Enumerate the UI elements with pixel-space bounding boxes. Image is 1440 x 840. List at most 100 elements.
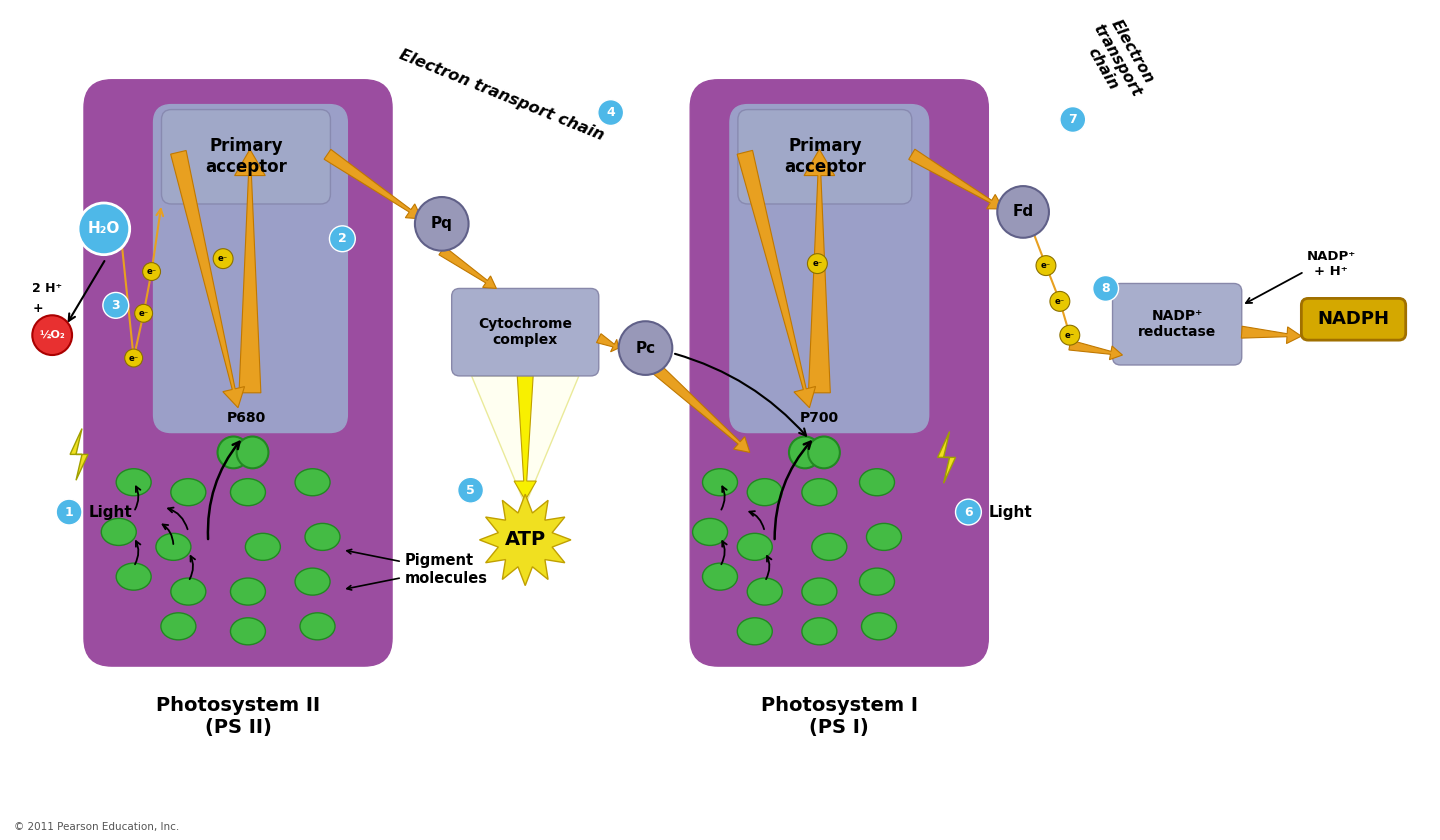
Circle shape <box>236 437 268 469</box>
Ellipse shape <box>703 563 737 591</box>
Circle shape <box>143 263 160 281</box>
FancyBboxPatch shape <box>161 109 330 204</box>
Circle shape <box>213 249 233 269</box>
Circle shape <box>1035 255 1056 276</box>
Text: © 2011 Pearson Education, Inc.: © 2011 Pearson Education, Inc. <box>14 822 180 832</box>
Text: e⁻: e⁻ <box>1056 297 1066 306</box>
Circle shape <box>1093 276 1119 302</box>
Ellipse shape <box>860 469 894 496</box>
Text: 1: 1 <box>65 506 73 518</box>
Ellipse shape <box>693 518 727 545</box>
Ellipse shape <box>703 469 737 496</box>
Text: 4: 4 <box>606 106 615 119</box>
Ellipse shape <box>737 533 772 560</box>
Text: Primary
acceptor: Primary acceptor <box>783 138 865 176</box>
Text: ½O₂: ½O₂ <box>39 330 65 340</box>
FancyBboxPatch shape <box>730 105 929 433</box>
Circle shape <box>808 437 840 469</box>
Text: e⁻: e⁻ <box>1041 261 1051 270</box>
Text: NADPH: NADPH <box>1318 310 1390 328</box>
Circle shape <box>330 226 356 252</box>
Text: 3: 3 <box>111 299 120 312</box>
Text: NADP⁺
+ H⁺: NADP⁺ + H⁺ <box>1306 249 1355 277</box>
Circle shape <box>217 437 249 469</box>
FancyBboxPatch shape <box>154 105 347 433</box>
Text: e⁻: e⁻ <box>1064 331 1074 339</box>
FancyBboxPatch shape <box>84 80 392 666</box>
Ellipse shape <box>245 533 281 560</box>
Text: e⁻: e⁻ <box>217 255 228 263</box>
Text: Primary
acceptor: Primary acceptor <box>204 138 287 176</box>
Polygon shape <box>71 428 88 480</box>
Polygon shape <box>1241 326 1302 344</box>
Ellipse shape <box>230 479 265 506</box>
Ellipse shape <box>861 613 897 640</box>
Text: P680: P680 <box>226 411 265 425</box>
Polygon shape <box>514 376 536 500</box>
Text: 6: 6 <box>965 506 973 518</box>
Text: Electron
transport
chain: Electron transport chain <box>1076 13 1159 108</box>
Ellipse shape <box>230 578 265 605</box>
Text: Pq: Pq <box>431 217 452 231</box>
Text: Photosystem I
(PS I): Photosystem I (PS I) <box>760 696 917 737</box>
Polygon shape <box>324 150 422 219</box>
Text: 2 H⁺: 2 H⁺ <box>32 282 62 295</box>
Ellipse shape <box>171 578 206 605</box>
Polygon shape <box>737 150 815 407</box>
Circle shape <box>32 315 72 355</box>
Polygon shape <box>480 494 570 585</box>
Circle shape <box>135 304 153 323</box>
Polygon shape <box>171 150 245 407</box>
Text: 7: 7 <box>1068 113 1077 126</box>
Circle shape <box>1060 107 1086 133</box>
Circle shape <box>956 499 982 525</box>
Ellipse shape <box>161 613 196 640</box>
Circle shape <box>415 197 468 250</box>
Ellipse shape <box>867 523 901 550</box>
Ellipse shape <box>101 518 137 545</box>
Text: Photosystem II
(PS II): Photosystem II (PS II) <box>156 696 320 737</box>
Polygon shape <box>804 150 835 393</box>
FancyBboxPatch shape <box>690 80 988 666</box>
Circle shape <box>789 437 821 469</box>
Ellipse shape <box>812 533 847 560</box>
Text: e⁻: e⁻ <box>812 259 822 268</box>
Polygon shape <box>909 150 1004 209</box>
Polygon shape <box>439 247 497 288</box>
Circle shape <box>998 186 1048 238</box>
Text: Cytochrome
complex: Cytochrome complex <box>478 317 572 347</box>
Circle shape <box>78 203 130 255</box>
Polygon shape <box>235 150 265 393</box>
Polygon shape <box>596 333 619 352</box>
Text: 5: 5 <box>467 484 475 496</box>
Circle shape <box>808 254 828 274</box>
Ellipse shape <box>802 617 837 645</box>
Ellipse shape <box>802 578 837 605</box>
Text: e⁻: e⁻ <box>138 309 148 318</box>
Ellipse shape <box>117 563 151 591</box>
Text: Pigment
molecules: Pigment molecules <box>405 554 488 585</box>
Text: 2: 2 <box>338 233 347 245</box>
FancyBboxPatch shape <box>1302 298 1405 340</box>
Text: Fd: Fd <box>1012 204 1034 219</box>
Polygon shape <box>937 432 956 483</box>
FancyBboxPatch shape <box>737 109 912 204</box>
Polygon shape <box>651 364 750 453</box>
Ellipse shape <box>117 469 151 496</box>
Text: Light: Light <box>988 505 1032 520</box>
FancyBboxPatch shape <box>1113 283 1241 365</box>
Text: Pc: Pc <box>635 340 655 355</box>
Text: e⁻: e⁻ <box>147 267 157 276</box>
Text: NADP⁺
reductase: NADP⁺ reductase <box>1138 309 1217 339</box>
Text: e⁻: e⁻ <box>128 354 138 363</box>
Ellipse shape <box>171 479 206 506</box>
Text: 8: 8 <box>1102 282 1110 295</box>
Ellipse shape <box>747 578 782 605</box>
Circle shape <box>458 477 484 503</box>
Text: P700: P700 <box>799 411 840 425</box>
Ellipse shape <box>295 469 330 496</box>
Ellipse shape <box>300 613 336 640</box>
Text: Light: Light <box>89 505 132 520</box>
Ellipse shape <box>802 479 837 506</box>
Ellipse shape <box>737 617 772 645</box>
